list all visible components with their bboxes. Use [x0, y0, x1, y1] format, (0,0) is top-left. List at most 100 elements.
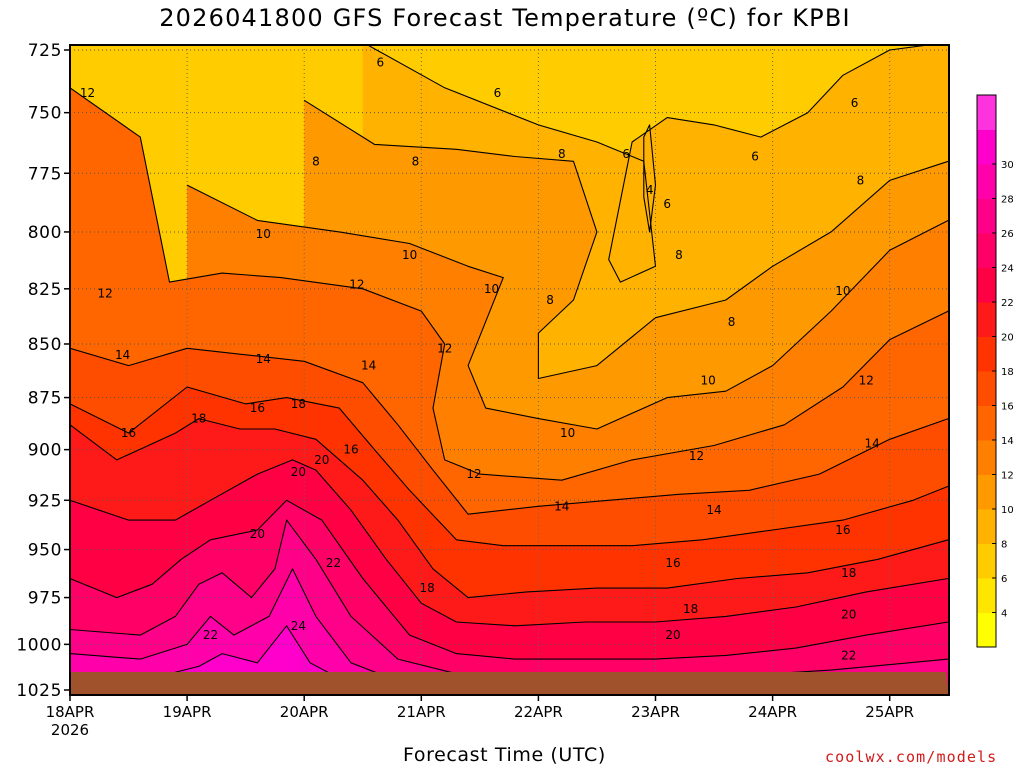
- y-tick-label: 775: [28, 164, 62, 184]
- colorbar-label: 22: [1001, 298, 1014, 309]
- colorbar-label: 28: [1001, 195, 1014, 206]
- isotherm-4: [643, 124, 657, 233]
- colorbar-label: 10: [1001, 505, 1014, 516]
- colorbar-label: 20: [1001, 333, 1014, 344]
- colorbar-label: 8: [1001, 540, 1007, 551]
- contour-label: 14: [256, 352, 271, 366]
- colorbar-swatch: [977, 474, 996, 510]
- y-tick-label: 1000: [16, 635, 62, 655]
- contour-label: 8: [412, 154, 420, 168]
- x-tick-label: 19APR: [163, 703, 212, 721]
- colorbar-swatch: [977, 543, 996, 579]
- x-axis-title: Forecast Time (UTC): [403, 744, 606, 766]
- colorbar-swatch: [977, 371, 996, 406]
- contour-label: 10: [256, 227, 271, 241]
- contour-label: 18: [841, 566, 856, 580]
- contour-label: 10: [402, 248, 417, 262]
- x-tick-label: 25APR: [865, 703, 914, 721]
- contour-label: 20: [250, 527, 265, 541]
- colorbar-label: 18: [1001, 367, 1014, 378]
- contour-label: 6: [494, 86, 502, 100]
- y-tick-label: 850: [28, 335, 62, 355]
- contour-label: 6: [376, 56, 384, 70]
- isotherm-14: [70, 347, 949, 515]
- colorbar-swatch: [977, 233, 996, 268]
- contour-label: 6: [851, 96, 859, 110]
- contour-label: 20: [665, 628, 680, 642]
- x-tick-label: 2026: [51, 721, 89, 739]
- contour-label: 14: [864, 436, 879, 450]
- contour-label: 12: [437, 341, 452, 355]
- colorbar-swatch: [977, 405, 996, 441]
- contour-label: 10: [560, 426, 575, 440]
- contour-label: 22: [203, 628, 218, 642]
- contour-label: 10: [484, 282, 499, 296]
- contour-label: 20: [291, 465, 306, 479]
- contour-label: 8: [558, 147, 566, 161]
- y-tick-label: 825: [28, 280, 62, 300]
- contour-label: 20: [314, 453, 329, 467]
- colorbar-label: 4: [1001, 609, 1007, 620]
- contour-label: 6: [622, 147, 630, 161]
- isotherm-22: [70, 499, 949, 660]
- contour-label: 16: [250, 401, 265, 415]
- x-tick-label: 20APR: [280, 703, 329, 721]
- y-axis-ticks: 725 750 775 800 825 850 875 900 925 950 975 1000 102…: [16, 41, 70, 701]
- y-tick-label: 900: [28, 441, 62, 461]
- colorbar-swatch: [977, 198, 996, 234]
- y-tick-label: 750: [28, 104, 62, 124]
- contour-label: 10: [835, 284, 850, 298]
- contour-label: 8: [546, 293, 554, 307]
- contour-label: 12: [859, 374, 874, 388]
- colorbar-label: 24: [1001, 264, 1014, 275]
- y-tick-label: 800: [28, 223, 62, 243]
- y-tick-label: 950: [28, 541, 62, 561]
- ground-surface: [70, 672, 949, 695]
- y-tick-label: 925: [28, 491, 62, 511]
- contour-label: 18: [683, 602, 698, 616]
- contour-label: 4: [646, 183, 654, 197]
- colorbar-swatch: [977, 440, 996, 475]
- colorbar-swatch: [977, 129, 996, 165]
- colorbar-swatch: [977, 612, 996, 648]
- contour-label: 20: [841, 608, 856, 622]
- contour-label: 6: [663, 197, 671, 211]
- contour-label: 24: [291, 619, 306, 633]
- contour-label: 22: [326, 556, 341, 570]
- x-tick-label: 23APR: [631, 703, 680, 721]
- contour-label: 14: [554, 499, 569, 513]
- y-tick-label: 975: [28, 589, 62, 609]
- credit-link[interactable]: coolwx.com/models: [825, 748, 998, 766]
- contour-label: 12: [97, 286, 112, 300]
- colorbar-label: 30: [1001, 160, 1014, 171]
- fill-band-26: [70, 568, 457, 695]
- colorbar-label: 6: [1001, 574, 1007, 585]
- isotherm-18: [70, 418, 949, 599]
- x-tick-label: 21APR: [397, 703, 446, 721]
- chart-title: 2026041800 GFS Forecast Temperature (ºC)…: [159, 4, 851, 32]
- colorbar-swatch: [977, 267, 996, 303]
- contour-label: 12: [349, 277, 364, 291]
- contour-label: 12: [689, 449, 704, 463]
- contour-label: 10: [701, 374, 716, 388]
- colorbar-swatch: [977, 164, 996, 199]
- colorbar: 4 6 8 10 12 14 16 18 20 22 24 26 28 30: [976, 94, 1014, 648]
- x-tick-label: 18APR: [46, 703, 95, 721]
- contour-label: 18: [191, 412, 206, 426]
- colorbar-swatch: [977, 578, 996, 613]
- isotherm-6: [366, 45, 932, 283]
- colorbar-swatch: [977, 509, 996, 544]
- contour-label: 18: [291, 397, 306, 411]
- isotherm-10: [186, 184, 949, 430]
- y-tick-label: 875: [28, 389, 62, 409]
- isotherm-20: [70, 459, 949, 627]
- contour-label: 8: [675, 248, 683, 262]
- x-tick-label: 24APR: [748, 703, 797, 721]
- contour-label: 16: [665, 556, 680, 570]
- x-tick-label: 22APR: [514, 703, 563, 721]
- colorbar-label: 26: [1001, 229, 1014, 240]
- colorbar-label: 16: [1001, 402, 1014, 413]
- y-tick-label: 1025: [16, 681, 62, 701]
